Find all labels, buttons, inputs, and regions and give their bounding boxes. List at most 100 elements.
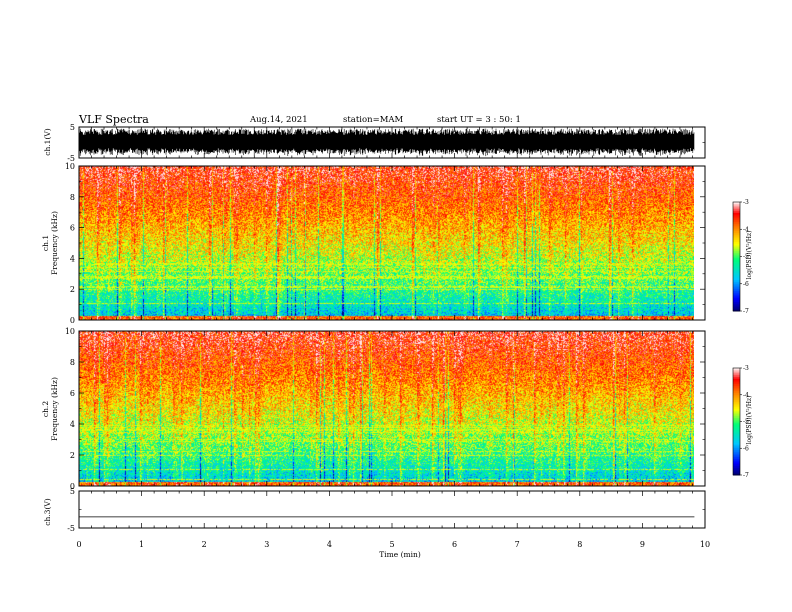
ch2-spectrogram-heatmap [79, 331, 694, 486]
ch1-colorbar-swatch [733, 211, 740, 214]
ch2-colorbar-swatch [733, 441, 740, 444]
ch2-colorbar-swatch [733, 426, 740, 430]
ch2-colorbar-swatch [733, 382, 740, 385]
ch2-axis-label: ch.2 [41, 401, 50, 417]
ch1-colorbar-swatch [733, 209, 740, 212]
ch2-colorbar-swatch [733, 435, 740, 439]
ch2-colorbar-swatch [733, 401, 740, 405]
ch1-colorbar-swatch [733, 216, 740, 219]
ch1-colorbar-label: log(PSD)(V²/Hz) [746, 231, 753, 280]
time-tick-label: 4 [327, 540, 332, 549]
ch1-colorbar-swatch [733, 291, 740, 294]
ch2-colorbar-tick-label: -3 [743, 365, 749, 372]
time-tick-label: 2 [202, 540, 207, 549]
ch1-colorbar-tick-label: -4 [743, 226, 749, 233]
ch1-colorbar-swatch [733, 292, 740, 296]
ch2-colorbar-swatch [733, 392, 740, 396]
ch2-colorbar-swatch [733, 448, 740, 451]
ch1-colorbar-swatch [733, 289, 740, 292]
ch2-colorbar-swatch [733, 471, 740, 474]
ch1-colorbar-swatch [733, 269, 740, 272]
ch2-spectrogram-ytick-label: 0 [70, 482, 75, 491]
ch1-colorbar-swatch [733, 238, 740, 241]
ch2-spectrogram-ytick-label: 6 [70, 389, 75, 398]
ch2-colorbar-swatch [733, 371, 740, 374]
ch1-colorbar-swatch [733, 214, 740, 218]
time-tick-label: 0 [76, 540, 81, 549]
ch1-waveform-ytick-label: 5 [70, 123, 75, 132]
ch1-colorbar-swatch [733, 245, 740, 248]
ch2-colorbar-swatch [733, 410, 740, 414]
ch3-waveform-ytick-label: 5 [70, 487, 75, 496]
time-tick-label: 3 [264, 540, 269, 549]
ch3-waveform-ytick-label: -5 [67, 524, 75, 533]
ch1-colorbar-swatch [733, 254, 740, 257]
ch1-colorbar-swatch [733, 256, 740, 259]
ch2-colorbar-swatch [733, 464, 740, 467]
ch2-colorbar-swatch [733, 451, 740, 455]
channel-1-colorbar: -3 -4 -5 -6 -7 [732, 199, 749, 315]
channel-1-waveform-panel: -5 5 [67, 123, 706, 163]
ch1-colorbar-swatch [733, 258, 740, 261]
ch2-colorbar-swatch [733, 375, 740, 378]
ch1-colorbar-swatch [733, 305, 740, 308]
ch2-colorbar-swatch [733, 414, 740, 417]
ch1-colorbar-swatch [733, 278, 740, 281]
ch2-colorbar-swatch [733, 387, 740, 390]
ch1-colorbar-swatch [733, 202, 740, 205]
ch1-waveform-trace [78, 128, 695, 157]
ch1-axis-label: ch.1 [41, 235, 50, 251]
ch2-colorbar-swatch [733, 458, 740, 462]
ch1-colorbar-swatch [733, 301, 740, 305]
channel-3-waveform-panel: -5 5 [67, 487, 706, 533]
date-label: Aug.14, 2021 [249, 115, 308, 125]
ch2-colorbar-tick-label: -7 [743, 472, 749, 479]
ch1-waveform-ytick-label: -5 [67, 154, 75, 163]
ch3-waveform-frame [78, 490, 706, 529]
ch2-colorbar-swatch [733, 457, 740, 460]
ch2-colorbar-swatch [733, 369, 740, 373]
ch1-colorbar-tick-label: -5 [743, 254, 749, 261]
station-label: station=MAM [343, 115, 404, 125]
channel-2-spectrogram-panel: 0 2 4 6 8 10 [65, 327, 706, 491]
ch1-colorbar-swatch [733, 283, 740, 287]
ch1-colorbar-swatch [733, 276, 740, 279]
ch1-colorbar-swatch [733, 227, 740, 230]
ch1-colorbar-swatch [733, 203, 740, 207]
ch1-colorbar-tick-label: -3 [743, 199, 749, 206]
ch2-colorbar-swatch [733, 368, 740, 371]
ch1-colorbar-swatch [733, 300, 740, 303]
ch1-spectrogram-ytick-label: 6 [70, 224, 75, 233]
ch2-colorbar-swatch [733, 428, 740, 431]
ch1-colorbar-swatch [733, 234, 740, 238]
ch2-colorbar-swatch [733, 421, 740, 424]
time-tick-label: 6 [452, 540, 457, 549]
ch2-colorbar-label: log(PSD)(V²/Hz) [746, 396, 753, 445]
ch1-colorbar-swatch [733, 207, 740, 210]
ch2-colorbar-swatch [733, 450, 740, 453]
ch2-colorbar-swatch [733, 439, 740, 442]
ch2-colorbar-swatch [733, 396, 740, 399]
ch2-colorbar-swatch [733, 389, 740, 392]
ch1-colorbar-swatch [733, 247, 740, 250]
ch3-voltage-axis-label: ch.3(V) [43, 498, 52, 526]
time-axis: 0 1 2 3 4 5 6 7 8 9 10 [76, 540, 710, 549]
ch1-colorbar-swatch [733, 241, 740, 245]
ch2-colorbar-swatch [733, 453, 740, 456]
ch1-spectrogram-ytick-label: 10 [65, 162, 75, 171]
ch2-colorbar-swatch [733, 391, 740, 394]
ch1-colorbar-swatch [733, 240, 740, 243]
ch2-colorbar-swatch [733, 417, 740, 421]
ch1-colorbar-swatch [733, 221, 740, 225]
ch2-colorbar-swatch [733, 446, 740, 449]
ch2-colorbar-swatch [733, 433, 740, 437]
time-tick-label: 8 [577, 540, 582, 549]
ch1-colorbar-swatch [733, 280, 740, 283]
time-tick-label: 7 [515, 540, 520, 549]
ch2-colorbar-swatch [733, 467, 740, 471]
ch2-colorbar-swatch [733, 373, 740, 376]
ch1-colorbar-swatch [733, 267, 740, 270]
ch1-colorbar-swatch [733, 265, 740, 268]
ch2-colorbar-swatch [733, 405, 740, 408]
